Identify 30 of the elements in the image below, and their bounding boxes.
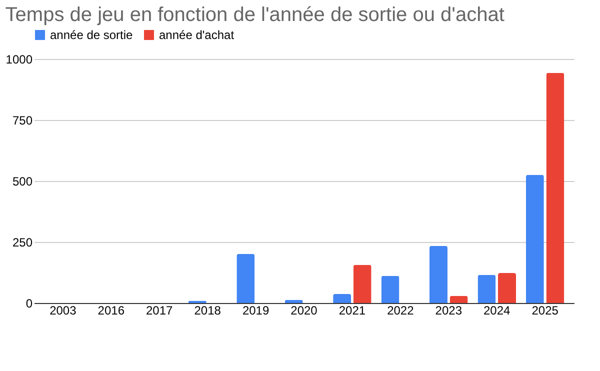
legend-label: année d'achat [159,28,235,42]
y-tick-label: 1000 [6,52,33,66]
bar [284,300,303,303]
x-tick-label: 2018 [194,304,222,318]
y-tick-label: 500 [12,174,33,188]
bar [526,174,544,303]
bar [429,246,448,303]
bar [546,72,564,303]
x-tick-label: 2021 [338,304,366,318]
x-tick-label: 2016 [98,304,125,318]
x-tick-label: 2017 [146,304,174,318]
x-tick-label: 2019 [242,304,270,318]
y-tick-label: 750 [12,114,33,128]
chart-title: Temps de jeu en fonction de l'année de sortie ou d'achat [5,4,505,26]
x-tick-label: 2025 [532,304,559,318]
bar [478,274,496,303]
bar [498,272,516,303]
bar [381,276,400,303]
x-tick-label: 2024 [484,304,511,318]
x-tick-label: 2020 [290,304,318,318]
x-tick-label: 2003 [50,304,77,318]
bar [353,264,372,303]
bar [333,294,352,303]
bar [236,254,255,303]
bar [450,296,468,303]
x-tick-label: 2022 [387,304,414,318]
y-tick-label: 0 [26,296,33,310]
y-tick-label: 250 [12,236,33,250]
x-tick-label: 2023 [435,304,462,318]
legend-label: année de sortie [50,28,134,42]
